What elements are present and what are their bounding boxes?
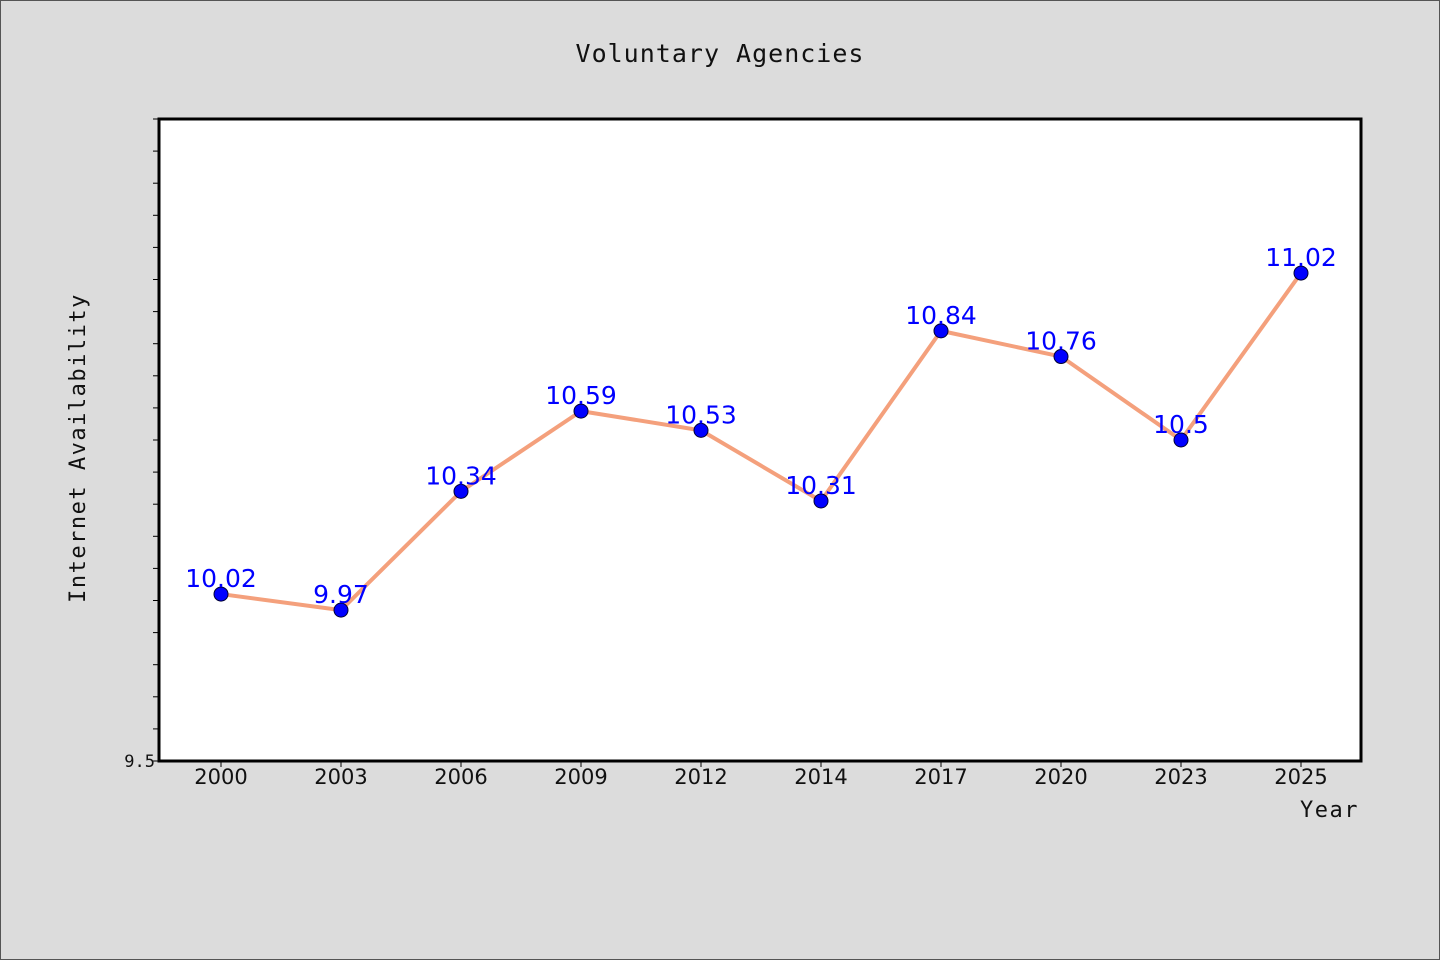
data-point — [813, 493, 829, 509]
x-tick-label: 2017 — [914, 765, 967, 789]
series-layer: 10.02 9.97 10.34 10.59 10.53 10.31 10.84 10.76 1… — [185, 243, 1337, 618]
data-label: 11.02 — [1265, 243, 1337, 272]
x-tick-label: 2009 — [554, 765, 607, 789]
data-point — [453, 483, 469, 499]
data-point — [1293, 265, 1309, 281]
data-label: 10.59 — [545, 381, 617, 410]
data-label: 10.84 — [905, 301, 977, 330]
x-axis-label: Year — [1300, 798, 1359, 823]
x-tick-label: 2000 — [194, 765, 247, 789]
x-tick-label: 2023 — [1154, 765, 1207, 789]
plot-area — [157, 117, 1363, 763]
data-point — [1173, 432, 1189, 448]
y-axis-ticks: 9.5 — [124, 118, 159, 772]
data-label: 10.31 — [785, 471, 857, 500]
data-label: 10.34 — [425, 461, 497, 490]
data-point — [213, 586, 229, 602]
x-tick-label: 2006 — [434, 765, 487, 789]
data-label: 10.5 — [1153, 410, 1209, 439]
x-tick-label: 2003 — [314, 765, 367, 789]
y-axis-label: Internet Availability — [66, 293, 91, 603]
y-tick-label: 9.5 — [124, 752, 155, 772]
data-label: 10.02 — [185, 564, 257, 593]
data-point — [933, 323, 949, 339]
data-point — [693, 422, 709, 438]
x-tick-label: 2025 — [1274, 765, 1327, 789]
data-label: 9.97 — [313, 580, 369, 609]
series-line — [220, 271, 1303, 613]
x-tick-label: 2012 — [674, 765, 727, 789]
x-axis-ticks: 2000 2003 2006 2009 2012 2014 2017 2020 2023 2025 — [194, 761, 1328, 789]
x-tick-label: 2014 — [794, 765, 847, 789]
data-point — [1053, 349, 1069, 365]
x-tick-label: 2020 — [1034, 765, 1087, 789]
chart-title: Voluntary Agencies — [576, 39, 865, 68]
data-label: 10.76 — [1025, 327, 1097, 356]
data-label: 10.53 — [665, 400, 737, 429]
data-point — [333, 602, 349, 618]
data-point — [573, 403, 589, 419]
